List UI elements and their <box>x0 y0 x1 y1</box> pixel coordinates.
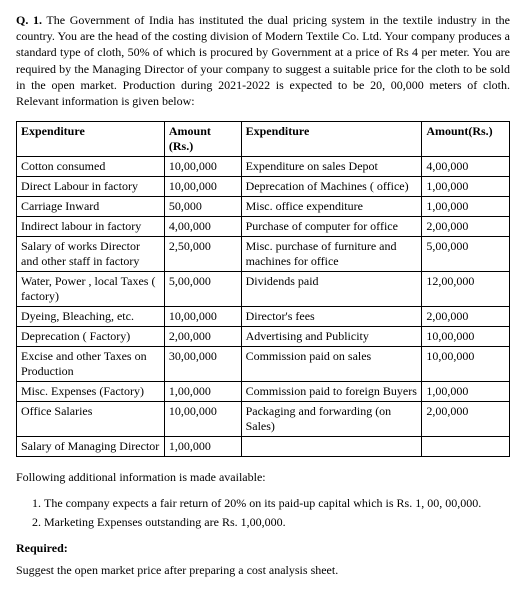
cell: Direct Labour in factory <box>17 177 165 197</box>
cell: Packaging and forwarding (on Sales) <box>241 402 422 437</box>
cell: 4,00,000 <box>422 157 510 177</box>
cell: 1,00,000 <box>422 382 510 402</box>
cell: 2,00,000 <box>164 327 241 347</box>
cell: 30,00,000 <box>164 347 241 382</box>
table-row: Excise and other Taxes on Production30,0… <box>17 347 510 382</box>
cell: 10,00,000 <box>164 402 241 437</box>
cell: 5,00,000 <box>164 272 241 307</box>
expenditure-table: Expenditure Amount (Rs.) Expenditure Amo… <box>16 121 510 457</box>
cell: Excise and other Taxes on Production <box>17 347 165 382</box>
table-row: Carriage Inward50,000Misc. office expend… <box>17 197 510 217</box>
required-text: Suggest the open market price after prep… <box>16 562 510 578</box>
cell: 2,50,000 <box>164 237 241 272</box>
cell: Misc. Expenses (Factory) <box>17 382 165 402</box>
cell: 1,00,000 <box>422 177 510 197</box>
cell: 1,00,000 <box>164 382 241 402</box>
question-number: Q. 1. <box>16 13 42 27</box>
table-row: Deprecation ( Factory)2,00,000Advertisin… <box>17 327 510 347</box>
cell: 10,00,000 <box>164 157 241 177</box>
cell: 10,00,000 <box>422 327 510 347</box>
cell: Advertising and Publicity <box>241 327 422 347</box>
cell: Office Salaries <box>17 402 165 437</box>
header-expenditure-1: Expenditure <box>17 122 165 157</box>
table-row: Misc. Expenses (Factory)1,00,000Commissi… <box>17 382 510 402</box>
table-header-row: Expenditure Amount (Rs.) Expenditure Amo… <box>17 122 510 157</box>
question-body: The Government of India has instituted t… <box>16 13 510 108</box>
table-row: Dyeing, Bleaching, etc.10,00,000Director… <box>17 307 510 327</box>
additional-intro: Following additional information is made… <box>16 469 510 485</box>
cell: 10,00,000 <box>164 307 241 327</box>
table-row: Salary of works Director and other staff… <box>17 237 510 272</box>
cell: Purchase of computer for office <box>241 217 422 237</box>
header-expenditure-2: Expenditure <box>241 122 422 157</box>
header-amount-2: Amount(Rs.) <box>422 122 510 157</box>
cell: Deprecation ( Factory) <box>17 327 165 347</box>
cell: Cotton consumed <box>17 157 165 177</box>
cell: 2,00,000 <box>422 402 510 437</box>
cell: Salary of Managing Director <box>17 437 165 457</box>
cell: 2,00,000 <box>422 217 510 237</box>
cell: 1,00,000 <box>164 437 241 457</box>
cell: Carriage Inward <box>17 197 165 217</box>
cell: Commission paid to foreign Buyers <box>241 382 422 402</box>
cell: Misc. office expenditure <box>241 197 422 217</box>
cell: Deprecation of Machines ( office) <box>241 177 422 197</box>
cell: Indirect labour in factory <box>17 217 165 237</box>
cell: 10,00,000 <box>164 177 241 197</box>
additional-item-2: Marketing Expenses outstanding are Rs. 1… <box>44 514 510 530</box>
table-row: Salary of Managing Director1,00,000 <box>17 437 510 457</box>
cell <box>422 437 510 457</box>
cell: Dyeing, Bleaching, etc. <box>17 307 165 327</box>
cell: 50,000 <box>164 197 241 217</box>
cell: 5,00,000 <box>422 237 510 272</box>
cell: Dividends paid <box>241 272 422 307</box>
cell: Expenditure on sales Depot <box>241 157 422 177</box>
header-amount-1: Amount (Rs.) <box>164 122 241 157</box>
cell: 10,00,000 <box>422 347 510 382</box>
cell <box>241 437 422 457</box>
table-row: Direct Labour in factory10,00,000Depreca… <box>17 177 510 197</box>
additional-item-1: The company expects a fair return of 20%… <box>44 495 510 511</box>
table-row: Water, Power , local Taxes ( factory)5,0… <box>17 272 510 307</box>
cell: 4,00,000 <box>164 217 241 237</box>
cell: 2,00,000 <box>422 307 510 327</box>
cell: Salary of works Director and other staff… <box>17 237 165 272</box>
cell: Misc. purchase of furniture and machines… <box>241 237 422 272</box>
table-row: Indirect labour in factory4,00,000Purcha… <box>17 217 510 237</box>
question-text: Q. 1. The Government of India has instit… <box>16 12 510 109</box>
cell: 1,00,000 <box>422 197 510 217</box>
additional-list: The company expects a fair return of 20%… <box>44 495 510 529</box>
table-row: Cotton consumed10,00,000Expenditure on s… <box>17 157 510 177</box>
cell: 12,00,000 <box>422 272 510 307</box>
required-label: Required: <box>16 540 510 556</box>
cell: Director's fees <box>241 307 422 327</box>
table-row: Office Salaries10,00,000Packaging and fo… <box>17 402 510 437</box>
cell: Commission paid on sales <box>241 347 422 382</box>
cell: Water, Power , local Taxes ( factory) <box>17 272 165 307</box>
